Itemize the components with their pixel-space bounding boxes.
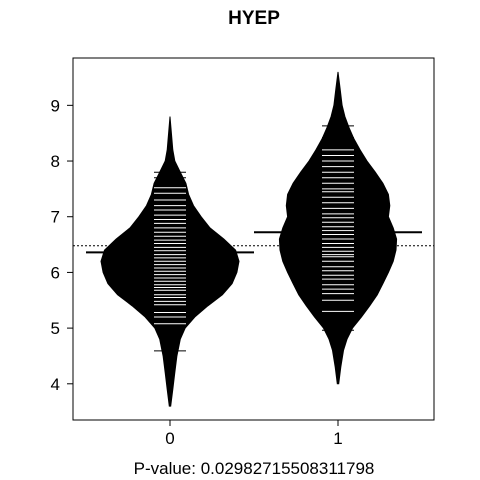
y-tick-label: 8 [51,152,60,171]
y-tick-label: 7 [51,208,60,227]
bean-shape-group-1 [278,71,398,385]
y-tick-label: 5 [51,319,60,338]
x-tick-label: 0 [165,429,174,448]
y-tick-label: 6 [51,263,60,282]
chart-title: HYEP [228,8,280,29]
x-tick-label: 1 [333,429,342,448]
y-tick-label: 9 [51,96,60,115]
x-axis-label: P-value: 0.02982715508311798 [134,459,375,478]
plot-area [73,71,434,407]
axes: 4 5 6 7 8 9 0 1 [51,96,343,448]
plot-frame [72,57,435,421]
y-tick-label: 4 [51,375,60,394]
